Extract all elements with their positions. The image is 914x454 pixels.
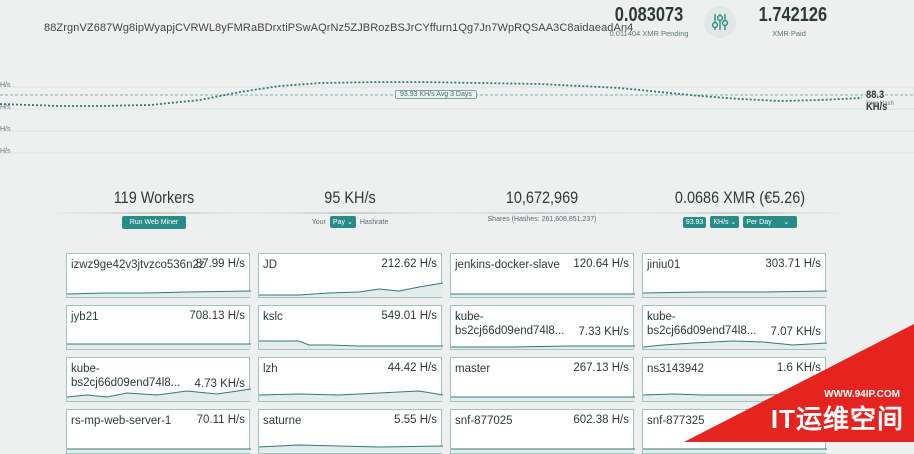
y-tick-label: H/s (0, 148, 11, 155)
worker-card[interactable]: snf-877025 602.38 H/s (450, 409, 635, 454)
worker-sparkline (259, 390, 443, 401)
chevron-down-icon: ⌄ (346, 219, 353, 226)
worker-sparkline (451, 448, 635, 453)
worker-card[interactable]: jyb21 708.13 H/s (66, 305, 251, 350)
workers-summary: 119 Workers Run Web Miner (44, 188, 264, 229)
worker-name: saturne (263, 415, 302, 427)
worker-hashrate: 267.13 H/s (573, 362, 629, 374)
y-tick-label: H/s (0, 126, 11, 133)
worker-card[interactable]: izwz9ge42v3jtvzco536n2z 87.99 H/s (66, 253, 251, 298)
worker-hashrate: 5.55 H/s (394, 414, 437, 426)
y-tick-label: H/s (0, 82, 11, 89)
worker-sparkline (451, 293, 635, 297)
worker-sparkline (67, 448, 251, 453)
worker-sparkline (259, 340, 443, 349)
chevron-down-icon: ⌄ (730, 219, 737, 226)
hashrate-type-value: Pay (332, 219, 345, 226)
earnings-unit-value: KH/s (713, 219, 729, 226)
worker-hashrate: 70.11 H/s (196, 414, 245, 426)
worker-name: jenkins-docker-slave (455, 259, 560, 271)
worker-card[interactable]: kube-bs2cj66d09end74l8... 4.73 KH/s (66, 357, 251, 402)
hashrate-suffix: Hashrate (359, 218, 389, 226)
worker-card[interactable]: kube-bs2cj66d09end74l8... 7.33 KH/s (450, 305, 635, 350)
worker-card[interactable]: lzh 44.42 H/s (258, 357, 443, 402)
top-bar: 88ZrgnVZ687Wg8ipWyapjCVRWL8yFMRaBDrxtiPS… (0, 0, 914, 58)
paid-amount: 1.742126 (758, 4, 828, 26)
worker-card[interactable]: JD 212.62 H/s (258, 253, 443, 298)
worker-hashrate: 212.62 H/s (381, 258, 437, 270)
worker-sparkline (67, 388, 251, 401)
worker-hashrate: 602.38 H/s (573, 414, 629, 426)
worker-hashrate: 7.33 KH/s (578, 326, 630, 338)
worker-hashrate: 549.01 H/s (381, 310, 437, 322)
worker-name: lzh (263, 363, 278, 375)
run-web-miner-button[interactable]: Run Web Miner (121, 216, 187, 229)
hashrate-prefix: Your (311, 218, 326, 226)
workers-count: 119 Workers (113, 188, 195, 207)
worker-card[interactable]: master 267.13 H/s (450, 357, 635, 402)
site-watermark: WWW.94IP.COM IT运维空间 (684, 324, 914, 442)
hashrate-chart: H/s H/s H/s H/s 93.93 KH/s Avg 3 Days 88… (0, 62, 914, 172)
worker-sparkline (259, 444, 443, 453)
worker-hashrate: 4.73 KH/s (194, 378, 246, 390)
pending-amount: 0.083073 (614, 4, 684, 26)
worker-sparkline (451, 345, 635, 349)
settings-button[interactable] (704, 6, 736, 38)
paid-stat: 1.742126 XMR Paid (752, 4, 828, 38)
wallet-address: 88ZrgnVZ687Wg8ipWyapjCVRWL8yFMRaBDrxtiPS… (44, 22, 634, 34)
worker-card[interactable]: kslc 549.01 H/s (258, 305, 443, 350)
worker-name: jyb21 (71, 311, 99, 323)
worker-name: snf-877025 (455, 415, 513, 427)
worker-name: master (455, 363, 491, 375)
watermark-text: IT运维空间 (770, 404, 904, 434)
worker-sparkline (259, 282, 443, 297)
worker-card[interactable]: saturne 5.55 H/s (258, 409, 443, 454)
pending-label: 0.011404 XMR Pending (609, 29, 689, 38)
worker-card[interactable]: jenkins-docker-slave 120.64 H/s (450, 253, 635, 298)
pending-stat: 0.083073 0.011404 XMR Pending (604, 4, 694, 38)
sliders-icon (711, 14, 729, 30)
watermark-url: WWW.94IP.COM (824, 389, 900, 400)
chevron-down-icon: ⌄ (783, 219, 790, 226)
worker-name: kube-bs2cj66d09end74l8... (455, 311, 565, 337)
worker-sparkline (67, 343, 251, 349)
worker-name: jiniu01 (647, 259, 681, 271)
current-hashrate-label: 88.3 KH/s (866, 89, 888, 113)
worker-card[interactable]: rs-mp-web-server-1 70.11 H/s (66, 409, 251, 454)
worker-name: kslc (263, 311, 283, 323)
worker-hashrate: 303.71 H/s (765, 258, 821, 270)
shares-value: 10,672,969 (505, 188, 579, 207)
worker-sparkline (643, 290, 827, 297)
earnings-value: 0.0686 XMR (€5.26) (674, 188, 806, 207)
hashrate-type-select[interactable]: Pay ⌄ (329, 216, 356, 228)
shares-summary: 10,672,969 Shares (Hashes: 261,608,851,2… (432, 188, 652, 223)
worker-name: izwz9ge42v3jtvzco536n2z (71, 259, 205, 271)
hashrate-line (0, 81, 914, 154)
worker-name: kube-bs2cj66d09end74l8... (71, 363, 181, 389)
worker-name: JD (263, 259, 278, 271)
earnings-period-value: Per Day (746, 219, 772, 226)
earnings-unit-select[interactable]: KH/s ⌄ (710, 216, 740, 228)
worker-sparkline (451, 396, 635, 401)
earnings-rate-input[interactable]: 93.93 (682, 216, 707, 228)
earnings-period-select[interactable]: Per Day ⌄ (743, 216, 798, 228)
worker-hashrate: 120.64 H/s (573, 258, 629, 270)
hashrate-value: 95 KH/s (324, 188, 376, 207)
worker-hashrate: 708.13 H/s (189, 310, 245, 322)
current-hashrate-sub: Your Hash (866, 101, 894, 107)
earnings-summary: 0.0686 XMR (€5.26) 93.93 KH/s ⌄ Per Day … (628, 188, 852, 228)
worker-sparkline (67, 290, 251, 297)
shares-sub: Shares (Hashes: 261,608,851,237) (487, 216, 597, 223)
average-hashrate-label: 93.93 KH/s Avg 3 Days (395, 90, 477, 99)
worker-hashrate: 87.99 H/s (195, 258, 245, 270)
worker-card[interactable]: jiniu01 303.71 H/s (642, 253, 827, 298)
paid-label: XMR Paid (772, 29, 806, 38)
worker-name: rs-mp-web-server-1 (71, 415, 172, 427)
y-tick-label: H/s (0, 104, 11, 111)
worker-hashrate: 44.42 H/s (387, 362, 437, 374)
hashrate-summary: 95 KH/s Your Pay ⌄ Hashrate (238, 188, 462, 228)
